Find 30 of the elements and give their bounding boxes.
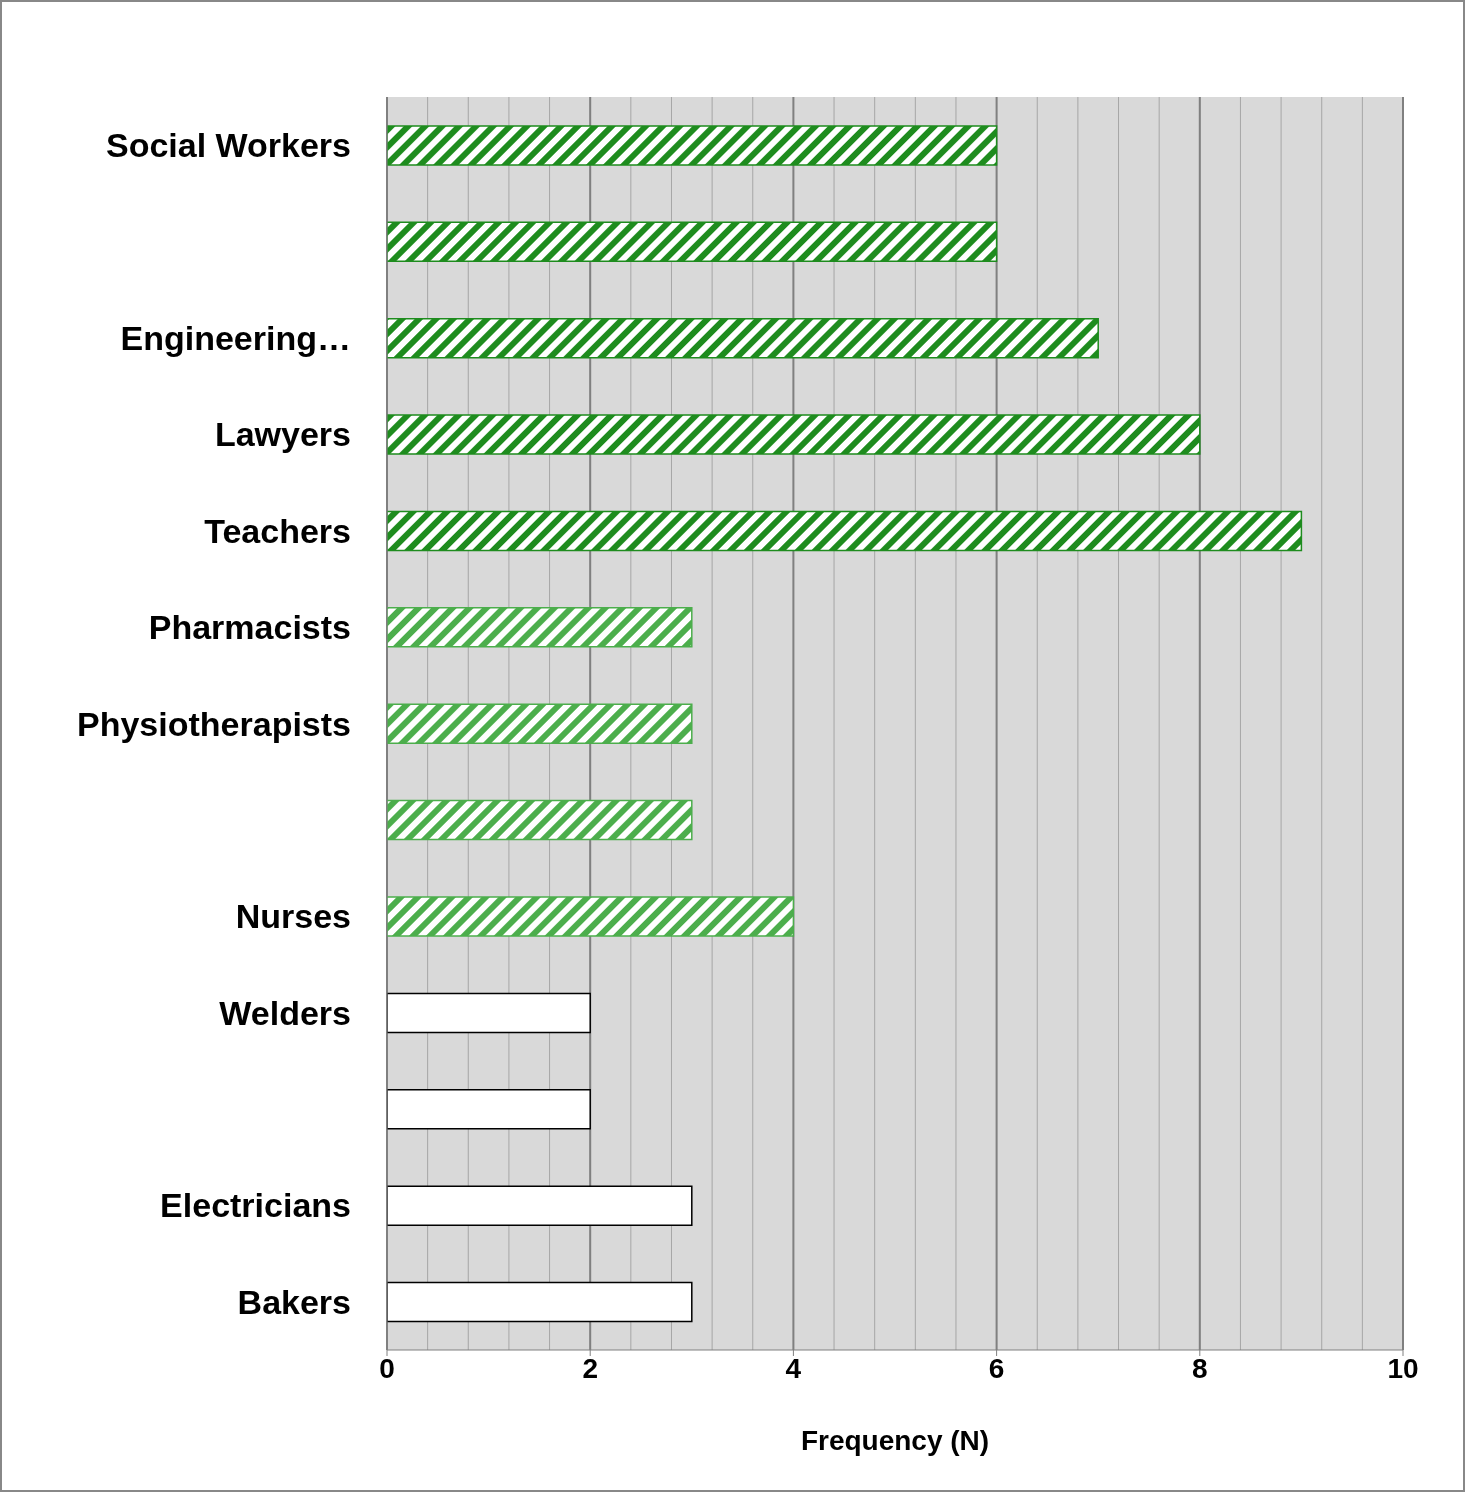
y-tick-label: Bakers [237, 1282, 351, 1321]
y-tick-label: Nurses [235, 897, 351, 936]
bar [387, 992, 591, 1034]
bar [387, 510, 1303, 552]
bar [387, 703, 693, 744]
y-tick-label: Physiotherapists [77, 704, 351, 743]
bar [387, 1185, 693, 1226]
bar [387, 317, 1099, 359]
y-tick-label: Electricians [160, 1186, 351, 1225]
bar [387, 1281, 693, 1323]
bar [387, 221, 998, 263]
x-tick-label: 10 [1387, 1352, 1419, 1384]
y-tick-label: Pharmacists [148, 608, 351, 647]
bar [387, 607, 693, 648]
x-tick-label: 8 [1192, 1352, 1208, 1384]
y-tick-label: Lawyers [214, 415, 351, 454]
x-tick-label: 2 [582, 1352, 598, 1384]
x-axis-title: Frequency (N) [800, 1425, 990, 1456]
y-tick-label: Engineering… [120, 319, 351, 358]
bar [387, 1089, 591, 1130]
bar [387, 414, 1201, 455]
x-tick-label: 0 [379, 1352, 395, 1384]
x-tick-label: 4 [785, 1352, 802, 1384]
bar [387, 125, 998, 166]
bar [387, 799, 693, 841]
x-tick-label: 6 [988, 1352, 1005, 1384]
y-tick-label: Social Workers [105, 126, 351, 165]
bar [387, 896, 795, 937]
y-tick-label: Welders [219, 993, 351, 1032]
y-tick-label: Teachers [204, 511, 351, 550]
